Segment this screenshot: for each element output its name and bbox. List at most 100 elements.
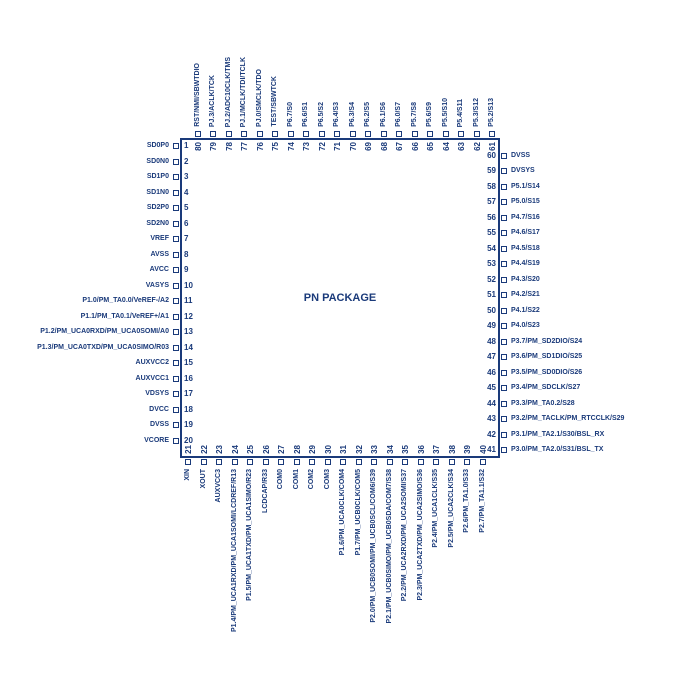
pin-box — [309, 459, 315, 465]
pin-box — [185, 459, 191, 465]
pin-number: 76 — [256, 142, 265, 151]
pin-label: VREF — [150, 235, 169, 242]
pin-label: SD0P0 — [147, 142, 169, 149]
pin-number: 15 — [184, 358, 193, 367]
pin-box — [216, 459, 222, 465]
pin-box — [501, 432, 507, 438]
pin-box — [501, 401, 507, 407]
pin-box — [501, 323, 507, 329]
pin-label: P4.0/S23 — [511, 322, 540, 329]
pin-box — [173, 376, 179, 382]
pin-box — [501, 199, 507, 205]
pin-number: 13 — [184, 327, 193, 336]
pin-box — [387, 459, 393, 465]
pin-label: P2.0/PM_UCB0SOMI/PM_UCB0SCL/COM6/S39 — [370, 469, 377, 623]
pin-label: P3.6/PM_SD1DIO/S25 — [511, 353, 582, 360]
pin-number: 33 — [370, 445, 379, 454]
pin-box — [173, 298, 179, 304]
pin-label: P5.2/S13 — [488, 98, 495, 127]
pin-box — [325, 459, 331, 465]
pin-number: 45 — [487, 383, 496, 392]
pin-number: 59 — [487, 166, 496, 175]
pin-number: 34 — [386, 445, 395, 454]
pin-box — [263, 459, 269, 465]
pin-number: 30 — [324, 445, 333, 454]
pin-number: 9 — [184, 265, 188, 274]
pin-label: P1.3/PM_UCA0TXD/PM_UCA0SIMO/R03 — [37, 344, 169, 351]
pin-label: SD1N0 — [146, 189, 169, 196]
pin-label: P2.6/PM_TA1.0/S33 — [463, 469, 470, 533]
pin-box — [173, 236, 179, 242]
pin-label: P1.4/PM_UCA1RXD/PM_UCA1SOMI/LCDREF/R13 — [231, 469, 238, 632]
pin-box — [173, 407, 179, 413]
pin-number: 48 — [487, 337, 496, 346]
pin-number: 31 — [339, 445, 348, 454]
pin-box — [458, 131, 464, 137]
pin-label: COM0 — [277, 469, 284, 489]
pin-box — [501, 215, 507, 221]
pin-number: 8 — [184, 250, 188, 259]
pin-box — [371, 459, 377, 465]
pin-number: 53 — [487, 259, 496, 268]
pin-label: DVSYS — [511, 167, 535, 174]
pin-label: SD1P0 — [147, 173, 169, 180]
pin-number: 47 — [487, 352, 496, 361]
pin-label: P2.7/PM_TA1.1/S32 — [479, 469, 486, 533]
pin-number: 7 — [184, 234, 188, 243]
pin-number: 17 — [184, 389, 193, 398]
pin-label: P3.1/PM_TA2.1/S30/BSL_RX — [511, 431, 604, 438]
pin-number: 20 — [184, 436, 193, 445]
pin-label: PJ.3/ACLK/TCK — [209, 75, 216, 127]
pin-label: VDSYS — [145, 390, 169, 397]
pin-number: 21 — [184, 445, 193, 454]
pin-label: SD0N0 — [146, 158, 169, 165]
pin-number: 50 — [487, 306, 496, 315]
pin-label: P6.6/S1 — [302, 102, 309, 127]
pin-label: P5.7/S8 — [411, 102, 418, 127]
pin-number: 72 — [318, 142, 327, 151]
pin-number: 11 — [184, 296, 192, 305]
pin-box — [418, 459, 424, 465]
pin-number: 58 — [487, 182, 496, 191]
pin-box — [340, 459, 346, 465]
pin-box — [241, 131, 247, 137]
pin-number: 60 — [487, 151, 496, 160]
pin-number: 18 — [184, 405, 193, 414]
pin-label: P6.1/S6 — [380, 102, 387, 127]
pin-number: 4 — [184, 188, 188, 197]
pin-box — [210, 131, 216, 137]
pin-number: 70 — [349, 142, 358, 151]
pin-number: 77 — [240, 142, 249, 151]
pin-box — [173, 422, 179, 428]
pin-label: XOUT — [200, 469, 207, 488]
pin-number: 32 — [355, 445, 364, 454]
pin-box — [334, 131, 340, 137]
pin-number: 65 — [426, 142, 435, 151]
pin-label: AUXVCC3 — [215, 469, 222, 502]
pin-box — [173, 438, 179, 444]
pin-label: PJ.1/MCLK/TDI/TCLK — [240, 57, 247, 127]
pin-box — [356, 459, 362, 465]
pin-box — [350, 131, 356, 137]
pin-number: 80 — [194, 142, 203, 151]
pin-label: COM3 — [324, 469, 331, 489]
pin-number: 49 — [487, 321, 496, 330]
pin-number: 44 — [487, 399, 496, 408]
pin-number: 78 — [225, 142, 234, 151]
pin-box — [501, 447, 507, 453]
pin-label: P1.2/PM_UCA0RXD/PM_UCA0SOMI/A0 — [40, 328, 169, 335]
pin-box — [489, 131, 495, 137]
pin-number: 23 — [215, 445, 224, 454]
pin-number: 10 — [184, 281, 193, 290]
pin-box — [365, 131, 371, 137]
pin-number: 63 — [457, 142, 466, 151]
pin-number: 39 — [463, 445, 472, 454]
pin-label: P5.0/S15 — [511, 198, 540, 205]
pin-number: 74 — [287, 142, 296, 151]
pin-label: P2.3/PM_UCA2TXD/PM_UCA2SIMO/S36 — [417, 469, 424, 600]
pin-box — [464, 459, 470, 465]
pin-box — [173, 283, 179, 289]
pin-label: P4.3/S20 — [511, 276, 540, 283]
pin-label: P6.2/S5 — [364, 102, 371, 127]
pin-number: 67 — [395, 142, 404, 151]
